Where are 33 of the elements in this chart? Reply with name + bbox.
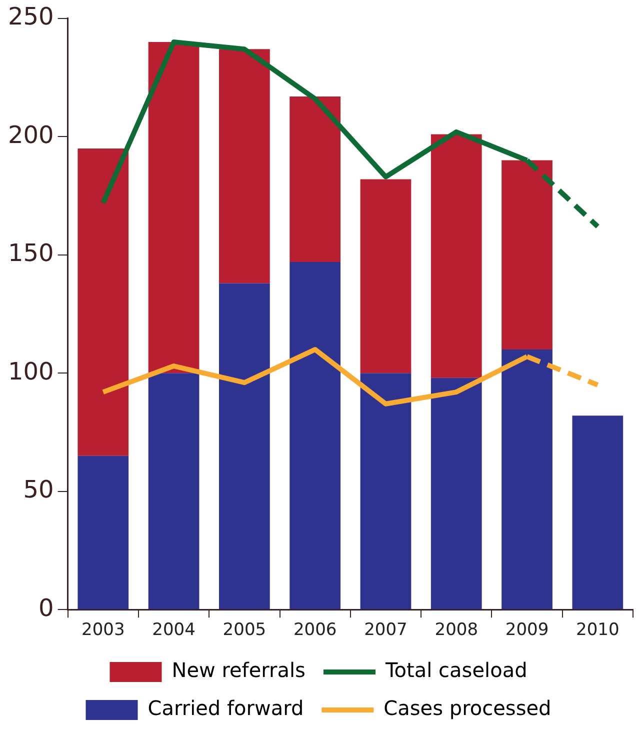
legend-label: Total caseload: [384, 658, 528, 682]
bar: [430, 134, 482, 378]
y-tick-label: 100: [8, 357, 54, 386]
bar: [219, 49, 270, 284]
legend-label: Cases processed: [384, 696, 552, 720]
y-tick-label: 0: [38, 594, 54, 622]
y-tick-label: 150: [8, 239, 54, 268]
bar: [290, 96, 341, 262]
bar: [360, 179, 412, 374]
bar: [148, 373, 200, 610]
x-tick-label: 2009: [505, 620, 549, 640]
x-tick-label: 2006: [293, 620, 337, 640]
y-tick-label: 50: [23, 476, 54, 504]
bar: [502, 349, 552, 610]
x-tick-label: 2003: [82, 620, 125, 640]
bar: [430, 378, 482, 610]
bar: [290, 262, 341, 610]
bar: [502, 160, 552, 350]
legend-label: Carried forward: [148, 696, 304, 720]
bar: [78, 456, 129, 610]
x-tick-label: 2005: [222, 620, 266, 640]
bar: [360, 373, 412, 610]
y-tick-label: 250: [8, 2, 54, 31]
bar: [148, 42, 200, 374]
y-tick-label: 200: [8, 120, 54, 149]
bar: [78, 148, 129, 456]
x-tick-label: 2007: [364, 620, 408, 640]
x-tick-label: 2010: [576, 620, 620, 640]
x-tick-label: 2004: [152, 620, 196, 640]
legend-label: New referrals: [172, 658, 306, 682]
x-tick-label: 2008: [434, 620, 478, 640]
bar: [572, 416, 624, 610]
bar: [219, 283, 270, 610]
